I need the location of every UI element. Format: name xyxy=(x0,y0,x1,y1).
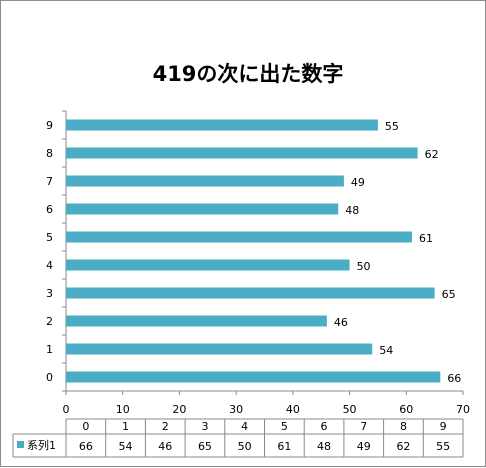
data-label: 50 xyxy=(357,260,371,273)
data-label: 62 xyxy=(425,148,439,161)
x-tick-label: 10 xyxy=(116,403,130,416)
y-tick-label: 5 xyxy=(46,231,53,244)
y-tick-label: 4 xyxy=(46,259,53,272)
bar xyxy=(66,259,350,271)
y-tick-label: 3 xyxy=(46,287,53,300)
table-header-cell: 0 xyxy=(82,420,89,433)
table-header-cell: 5 xyxy=(281,420,288,433)
table-header-cell: 6 xyxy=(321,420,328,433)
data-label: 48 xyxy=(345,204,359,217)
table-header-cell: 9 xyxy=(440,420,447,433)
table-value-cell: 46 xyxy=(158,440,172,453)
x-tick-label: 0 xyxy=(63,403,70,416)
table-header-cell: 1 xyxy=(122,420,129,433)
data-label: 49 xyxy=(351,176,365,189)
bar xyxy=(66,147,418,159)
table-value-cell: 49 xyxy=(357,440,371,453)
x-tick-label: 20 xyxy=(172,403,186,416)
table-value-cell: 65 xyxy=(198,440,212,453)
data-label: 65 xyxy=(442,288,456,301)
table-value-cell: 62 xyxy=(396,440,410,453)
x-tick-label: 40 xyxy=(286,403,300,416)
data-label: 46 xyxy=(334,316,348,329)
x-tick-label: 70 xyxy=(456,403,470,416)
y-tick-label: 7 xyxy=(46,175,53,188)
y-tick-label: 6 xyxy=(46,203,53,216)
table-value-cell: 48 xyxy=(317,440,331,453)
table-value-cell: 55 xyxy=(436,440,450,453)
legend-label: 系列1 xyxy=(27,438,56,452)
y-tick-label: 0 xyxy=(46,371,53,384)
data-label: 61 xyxy=(419,232,433,245)
bar xyxy=(66,231,412,243)
bar xyxy=(66,119,378,131)
table-value-cell: 66 xyxy=(79,440,93,453)
table-header-cell: 4 xyxy=(241,420,248,433)
bar xyxy=(66,315,327,327)
bar xyxy=(66,175,344,187)
table-value-cell: 50 xyxy=(238,440,252,453)
y-tick-label: 9 xyxy=(46,119,53,132)
data-table: 系列1 0 66 1 54 2 46 3 65 4 50 5 61 6 48 7 49 8 62 9 55 xyxy=(12,418,464,458)
plot-area: 0 66 1 54 2 46 3 65 4 50 5 61 6 48 7 49 8 62 9 55 0 10 20 30 40 5… xyxy=(46,110,470,416)
bar xyxy=(66,371,441,383)
bar xyxy=(66,343,373,355)
table-header-cell: 3 xyxy=(201,420,208,433)
data-label: 54 xyxy=(379,344,393,357)
table-header-cell: 2 xyxy=(162,420,169,433)
y-tick-label: 2 xyxy=(46,315,53,328)
table-header-cell: 8 xyxy=(400,420,407,433)
bar xyxy=(66,287,435,299)
y-tick-label: 8 xyxy=(46,147,53,160)
bar xyxy=(66,203,339,215)
table-value-cell: 61 xyxy=(277,440,291,453)
table-value-cell: 54 xyxy=(119,440,133,453)
chart-title: 419の次に出た数字 xyxy=(153,62,344,86)
x-tick-label: 50 xyxy=(343,403,357,416)
table-header-cell: 7 xyxy=(360,420,367,433)
y-tick-label: 1 xyxy=(46,343,53,356)
x-tick-label: 60 xyxy=(399,403,413,416)
x-tick-label: 30 xyxy=(229,403,243,416)
data-label: 55 xyxy=(385,120,399,133)
legend-swatch xyxy=(17,441,24,448)
data-label: 66 xyxy=(447,372,461,385)
